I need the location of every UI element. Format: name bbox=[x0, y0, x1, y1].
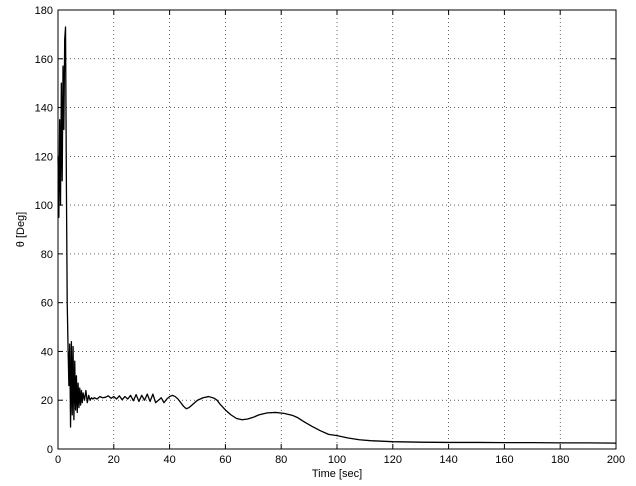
x-tick-label: 60 bbox=[219, 454, 231, 466]
y-tick-label: 80 bbox=[41, 249, 53, 261]
plot-area bbox=[58, 10, 616, 449]
y-tick-label: 40 bbox=[41, 346, 53, 358]
x-tick-label: 200 bbox=[607, 454, 625, 466]
x-tick-label: 140 bbox=[439, 454, 457, 466]
theta-series-line bbox=[57, 26, 617, 444]
y-tick-label: 60 bbox=[41, 298, 53, 310]
x-tick-label: 100 bbox=[328, 454, 346, 466]
grid-lines bbox=[58, 10, 616, 449]
x-tick-label: 20 bbox=[108, 454, 120, 466]
y-axis-ticks: 0 20 40 60 80 100 120 140 160 180 bbox=[35, 5, 616, 456]
x-tick-label: 40 bbox=[163, 454, 175, 466]
plot-frame bbox=[57, 9, 617, 450]
y-tick-label: 100 bbox=[35, 200, 53, 212]
x-tick-label: 180 bbox=[551, 454, 569, 466]
x-axis-ticks: 0 20 40 60 80 100 120 140 160 180 200 bbox=[55, 10, 625, 466]
series-group bbox=[57, 26, 617, 444]
x-tick-label: 160 bbox=[495, 454, 513, 466]
y-tick-label: 0 bbox=[47, 444, 53, 456]
y-tick-label: 180 bbox=[35, 5, 53, 17]
y-tick-label: 160 bbox=[35, 54, 53, 66]
x-tick-label: 0 bbox=[55, 454, 61, 466]
y-tick-label: 20 bbox=[41, 395, 53, 407]
y-tick-label: 140 bbox=[35, 103, 53, 115]
x-tick-label: 120 bbox=[384, 454, 402, 466]
y-tick-label: 120 bbox=[35, 151, 53, 163]
y-axis-label: θ [Deg] bbox=[15, 212, 27, 247]
x-axis-label: Time [sec] bbox=[312, 468, 362, 480]
x-tick-label: 80 bbox=[275, 454, 287, 466]
